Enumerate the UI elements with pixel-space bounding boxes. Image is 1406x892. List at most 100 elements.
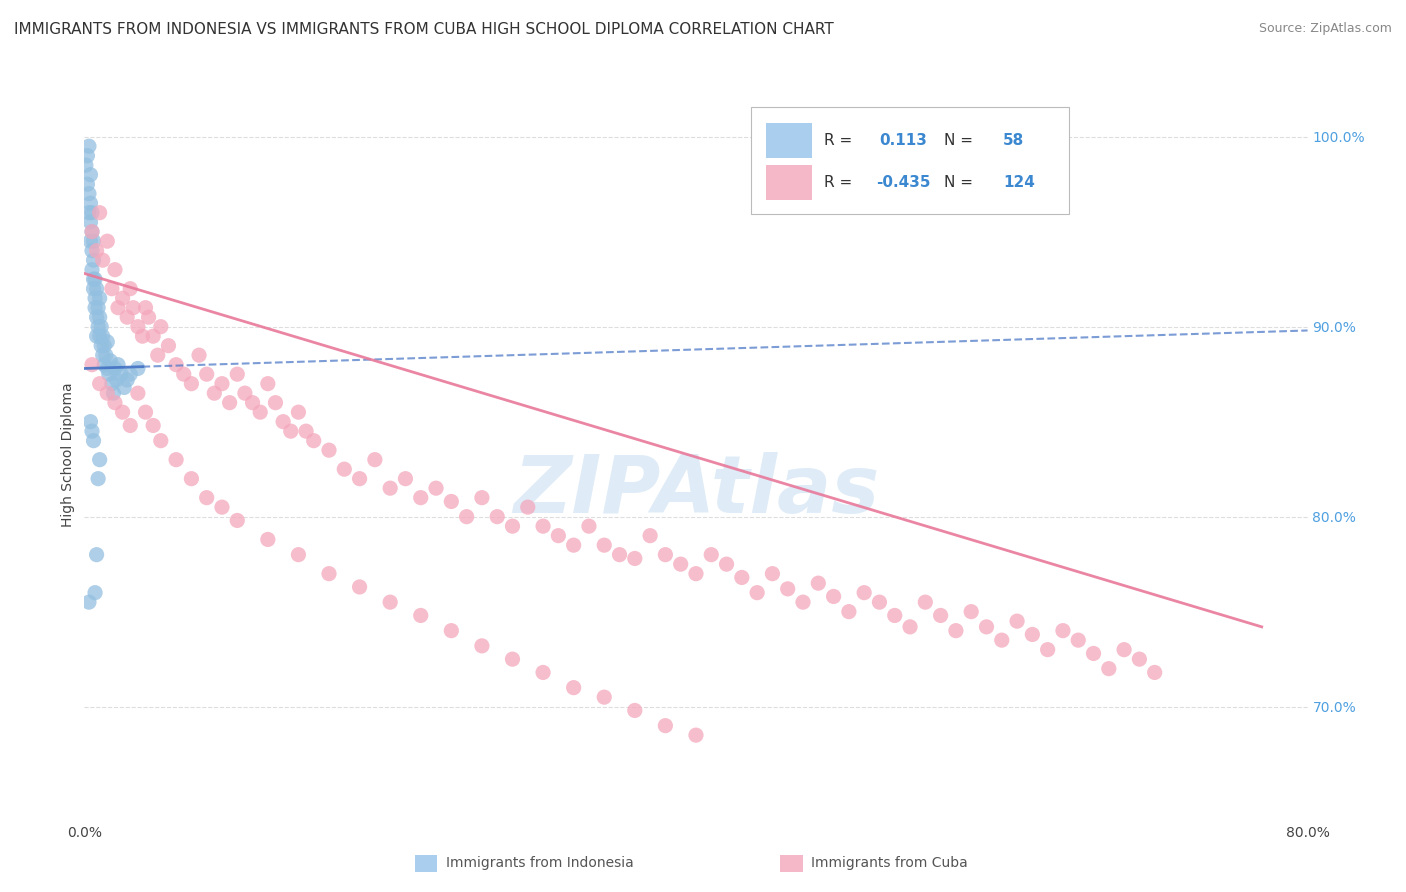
Point [685, 566, 707, 581]
Point [87, 319, 110, 334]
Point [531, 519, 554, 533]
Point [112, 380, 135, 394]
Point [700, 548, 723, 562]
Point [91, 329, 114, 343]
Point [776, 582, 799, 596]
Point [471, 639, 494, 653]
Point [135, 405, 157, 419]
Point [1067, 633, 1090, 648]
Point [624, 551, 647, 566]
Point [77, 595, 100, 609]
Point [83, 272, 105, 286]
Point [149, 434, 172, 448]
Point [127, 386, 149, 401]
Point [79, 234, 101, 248]
Point [77, 186, 100, 201]
Point [86, 329, 108, 343]
Point [195, 367, 218, 381]
Point [89, 291, 111, 305]
Point [86, 310, 108, 325]
Point [807, 576, 830, 591]
Point [107, 301, 129, 315]
Point [87, 301, 110, 315]
Point [76, 177, 98, 191]
Point [761, 566, 783, 581]
Point [127, 361, 149, 376]
Point [96, 361, 118, 376]
Point [257, 533, 280, 547]
Point [1021, 627, 1043, 641]
Point [84, 291, 107, 305]
Point [716, 557, 738, 571]
Point [105, 373, 128, 387]
Point [79, 168, 101, 182]
Point [89, 329, 111, 343]
Point [131, 329, 153, 343]
Point [380, 595, 402, 609]
Point [98, 354, 121, 368]
Point [486, 509, 509, 524]
Point [976, 620, 998, 634]
Point [83, 234, 105, 248]
Point [380, 481, 402, 495]
Point [83, 434, 105, 448]
Point [96, 234, 118, 248]
Text: N =: N = [945, 176, 979, 190]
Point [624, 703, 647, 717]
Point [173, 367, 195, 381]
Point [111, 405, 134, 419]
Point [318, 566, 340, 581]
Point [77, 205, 100, 219]
Text: ZIPAtlas: ZIPAtlas [513, 452, 879, 531]
Point [731, 570, 754, 584]
Point [75, 158, 97, 172]
Point [349, 472, 371, 486]
Text: Immigrants from Cuba: Immigrants from Cuba [811, 856, 967, 871]
Point [929, 608, 952, 623]
Point [86, 548, 108, 562]
Point [101, 376, 124, 391]
Point [1143, 665, 1166, 680]
FancyBboxPatch shape [766, 165, 813, 201]
Point [333, 462, 356, 476]
Point [295, 424, 318, 438]
Point [84, 272, 107, 286]
Point [883, 608, 905, 623]
Text: 0.113: 0.113 [880, 133, 928, 148]
Point [157, 339, 180, 353]
Point [364, 452, 387, 467]
Point [84, 301, 107, 315]
Point [456, 509, 478, 524]
Point [264, 395, 287, 409]
Point [115, 310, 138, 325]
Point [853, 585, 876, 599]
Point [1036, 642, 1059, 657]
Point [195, 491, 218, 505]
Text: 58: 58 [1002, 133, 1024, 148]
Point [104, 361, 127, 376]
Text: Source: ZipAtlas.com: Source: ZipAtlas.com [1258, 22, 1392, 36]
Point [440, 624, 463, 638]
Y-axis label: High School Diploma: High School Diploma [62, 383, 76, 527]
Point [93, 358, 115, 372]
Point [90, 339, 112, 353]
Point [97, 367, 120, 381]
Point [115, 373, 138, 387]
Point [287, 405, 309, 419]
Point [1114, 642, 1136, 657]
Point [747, 585, 769, 599]
Point [83, 282, 105, 296]
Point [202, 386, 225, 401]
Point [89, 376, 111, 391]
Point [80, 205, 103, 219]
Point [86, 244, 108, 258]
Point [562, 538, 585, 552]
Point [89, 452, 111, 467]
Point [1098, 662, 1121, 676]
Point [654, 719, 676, 733]
Point [93, 339, 115, 353]
Point [149, 319, 172, 334]
Point [1005, 614, 1028, 628]
Point [80, 244, 103, 258]
Point [502, 652, 524, 666]
